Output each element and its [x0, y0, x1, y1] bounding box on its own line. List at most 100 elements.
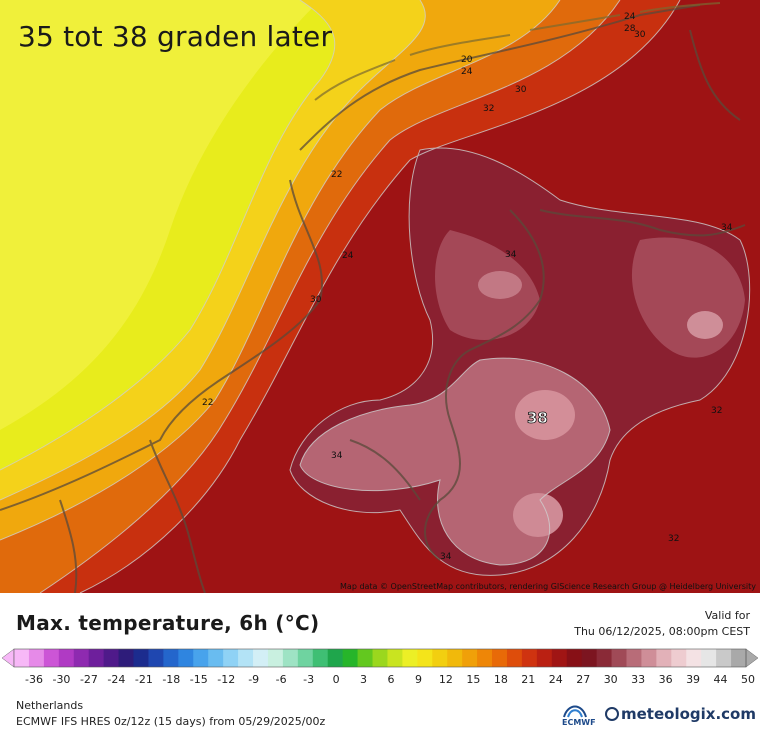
scale-tick-label: 39 — [686, 673, 701, 686]
scale-tick-label: -18 — [162, 673, 181, 686]
scale-tick-label: -12 — [217, 673, 236, 686]
color-swatch — [387, 649, 403, 667]
color-swatch — [58, 649, 75, 667]
color-swatch — [178, 649, 194, 667]
color-swatch — [432, 649, 448, 667]
contour-label: 20 — [461, 55, 473, 65]
color-swatch — [342, 649, 359, 667]
color-swatch — [357, 649, 374, 667]
color-swatch — [596, 649, 613, 667]
scale-tick-label: -30 — [52, 673, 71, 686]
color-swatch — [312, 649, 329, 667]
zone-38a — [515, 390, 575, 440]
ecmwf-logo-icon — [563, 705, 587, 718]
zone-38c — [687, 311, 723, 339]
scale-tick-label: -15 — [189, 673, 208, 686]
color-swatch — [671, 649, 687, 667]
color-scale — [1, 648, 759, 668]
contour-label: 32 — [668, 534, 679, 544]
scale-tick-label: 27 — [576, 673, 591, 686]
contour-label: 30 — [515, 85, 527, 95]
scale-tick-label: 36 — [658, 673, 673, 686]
contour-label: 34 — [440, 552, 452, 562]
color-swatch — [327, 649, 344, 667]
valid-date: Thu 06/12/2025, 08:00pm CEST — [574, 625, 750, 638]
max-temperature-label: 38 — [527, 409, 548, 427]
color-swatch — [402, 649, 418, 667]
contour-label: 24 — [624, 12, 636, 22]
color-swatch — [536, 649, 553, 667]
scale-tick-label: -21 — [134, 673, 153, 686]
color-swatch — [118, 649, 135, 667]
color-swatch — [581, 649, 598, 667]
contour-label: 30 — [310, 295, 322, 305]
color-swatch — [163, 649, 179, 667]
color-swatch — [297, 649, 314, 667]
scale-tick-label: 0 — [332, 673, 340, 686]
color-swatch — [656, 649, 672, 667]
color-swatch — [566, 649, 583, 667]
brand-name: meteologix.com — [621, 705, 756, 723]
scale-max-arrow — [745, 648, 759, 668]
scale-tick-label: 12 — [438, 673, 453, 686]
color-swatch — [477, 649, 493, 667]
color-swatch — [686, 649, 702, 667]
color-swatch — [238, 649, 254, 667]
scale-tick-label: 44 — [713, 673, 728, 686]
color-swatch — [506, 649, 523, 667]
temperature-map[interactable]: 24 28 30 20 24 30 32 22 24 34 34 30 22 3… — [0, 0, 760, 593]
borders — [0, 4, 746, 593]
scale-tick-label: -36 — [25, 673, 43, 686]
contour-labels: 24 28 30 20 24 30 32 22 24 34 34 30 22 3… — [202, 12, 733, 562]
color-swatch — [223, 649, 239, 667]
contour-label: 34 — [721, 223, 733, 233]
scale-tick-label: -24 — [107, 673, 126, 686]
contour-label: 34 — [331, 451, 343, 461]
color-swatch — [267, 649, 284, 667]
scale-tick-label: 9 — [414, 673, 422, 686]
model-run-label: ECMWF IFS HRES 0z/12z (15 days) from 05/… — [16, 715, 326, 728]
color-swatch — [716, 649, 732, 667]
scale-tick-label: 3 — [360, 673, 368, 686]
island-outlines — [314, 2, 721, 101]
color-swatch — [611, 649, 627, 667]
color-swatch — [447, 649, 463, 667]
color-swatch — [282, 649, 299, 667]
scale-tick-label: 15 — [466, 673, 481, 686]
contour-label: 32 — [483, 104, 494, 114]
legend-title: Max. temperature, 6h (°C) — [16, 611, 320, 635]
color-swatch — [731, 649, 747, 667]
color-swatch — [641, 649, 657, 667]
color-swatch — [103, 649, 120, 667]
scale-tick-label: 6 — [387, 673, 395, 686]
color-scale-outline — [13, 648, 747, 668]
color-swatch — [372, 649, 388, 667]
zone-37 — [478, 271, 522, 299]
color-swatch — [14, 649, 30, 667]
color-swatch — [73, 649, 90, 667]
scale-tick-label: 30 — [603, 673, 618, 686]
sea-light-zone — [0, 0, 320, 430]
scale-tick-label: -9 — [248, 673, 260, 686]
valid-for-label: Valid for — [704, 609, 750, 622]
color-swatch — [133, 649, 149, 667]
color-swatch — [208, 649, 224, 667]
meteologix-logo-icon — [605, 707, 619, 721]
color-swatch — [492, 649, 508, 667]
map-attribution: Map data © OpenStreetMap contributors, r… — [340, 582, 756, 591]
scale-tick-label: 33 — [631, 673, 646, 686]
scale-tick-label: 50 — [741, 673, 755, 686]
temperature-map-svg: 24 28 30 20 24 30 32 22 24 34 34 30 22 3… — [0, 0, 760, 593]
contour-label: 32 — [711, 406, 722, 416]
color-swatch — [193, 649, 209, 667]
scale-tick-label: -27 — [79, 673, 98, 686]
contour-label: 24 — [461, 67, 473, 77]
meteologix-brand[interactable]: meteologix.com — [605, 705, 756, 723]
legend-panel: Max. temperature, 6h (°C) Valid for Thu … — [0, 593, 760, 729]
contour-label: 30 — [634, 30, 646, 40]
color-swatch — [521, 649, 538, 667]
contour-label: 22 — [331, 170, 342, 180]
contour-label: 22 — [202, 398, 213, 408]
region-label: Netherlands — [16, 699, 84, 712]
